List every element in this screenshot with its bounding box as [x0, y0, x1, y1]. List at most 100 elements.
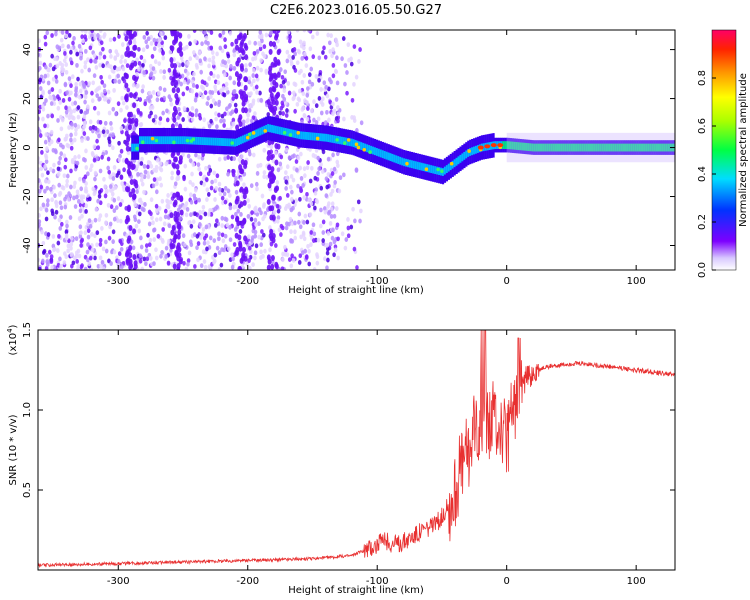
noise-speck: [297, 88, 302, 94]
noise-speck: [104, 212, 109, 218]
noise-speck: [112, 249, 117, 255]
noise-speck: [125, 105, 129, 110]
noise-speck: [251, 73, 256, 78]
streak-speck: [133, 263, 138, 270]
noise-speck: [88, 167, 93, 173]
noise-speck: [45, 259, 49, 265]
noise-speck: [43, 41, 48, 47]
noise-speck: [63, 136, 68, 142]
noise-speck: [43, 164, 47, 169]
noise-speck: [49, 254, 54, 260]
band-hotspot: [251, 131, 256, 135]
noise-speck: [204, 233, 209, 239]
noise-speck: [107, 139, 112, 145]
noise-speck: [61, 185, 66, 191]
noise-speck: [43, 34, 48, 40]
noise-speck: [336, 105, 340, 110]
noise-speck: [190, 106, 195, 111]
streak-speck: [266, 264, 271, 270]
noise-speck: [145, 30, 149, 36]
noise-speck: [97, 217, 102, 222]
band-core: [410, 160, 414, 169]
noise-speck: [83, 230, 88, 236]
noise-speck: [47, 89, 52, 95]
noise-speck: [188, 239, 193, 245]
noise-speck: [218, 191, 223, 197]
noise-speck: [65, 173, 70, 179]
band-core: [304, 131, 307, 140]
band-core: [453, 159, 456, 168]
band-core: [443, 166, 447, 175]
band-core: [562, 143, 565, 152]
noise-speck: [258, 46, 263, 52]
noise-speck: [160, 237, 165, 243]
noise-speck: [155, 181, 159, 187]
noise-speck: [71, 260, 76, 266]
noise-speck: [78, 88, 83, 94]
noise-speck: [78, 81, 83, 87]
noise-speck: [63, 81, 68, 87]
noise-speck: [311, 34, 315, 40]
noise-speck: [189, 223, 194, 229]
noise-speck: [81, 194, 86, 200]
noise-speck: [203, 90, 208, 96]
band-core: [403, 158, 406, 167]
noise-speck: [72, 137, 77, 143]
noise-speck: [106, 89, 111, 95]
band-core: [294, 130, 297, 139]
noise-speck: [197, 112, 202, 118]
noise-speck: [259, 242, 264, 248]
band-core: [292, 129, 295, 138]
noise-speck: [147, 98, 152, 103]
noise-speck: [56, 240, 61, 246]
noise-speck: [60, 68, 65, 74]
noise-speck: [216, 80, 221, 86]
band-core: [544, 143, 548, 152]
noise-speck: [64, 105, 68, 111]
noise-speck: [142, 189, 146, 195]
band-hotspot: [343, 141, 347, 145]
noise-speck: [186, 60, 190, 66]
noise-speck: [223, 111, 227, 117]
noise-speck: [70, 121, 74, 127]
noise-speck: [247, 40, 252, 46]
noise-speck: [326, 257, 330, 263]
noise-speck: [215, 245, 220, 251]
streak-speck: [128, 111, 133, 118]
noise-speck: [193, 264, 197, 269]
streak-speck: [235, 60, 240, 67]
noise-speck: [51, 76, 56, 82]
noise-speck: [203, 56, 207, 62]
noise-speck: [290, 189, 294, 195]
noise-speck: [74, 250, 79, 256]
noise-speck: [138, 197, 143, 203]
noise-speck: [109, 126, 114, 131]
band-core: [306, 132, 309, 140]
noise-speck: [316, 237, 321, 243]
noise-speck: [90, 30, 94, 34]
noise-speck: [84, 148, 88, 154]
noise-speck: [309, 242, 313, 248]
noise-speck: [199, 69, 204, 75]
band-hotspot: [449, 161, 454, 166]
band-core: [476, 145, 480, 153]
noise-speck: [143, 101, 147, 107]
noise-speck: [152, 227, 156, 233]
streak-speck: [270, 166, 275, 173]
noise-speck: [201, 204, 206, 210]
noise-speck: [247, 103, 252, 109]
noise-speck: [277, 227, 282, 233]
noise-speck: [136, 107, 140, 113]
band-core: [152, 136, 155, 145]
noise-speck: [87, 218, 92, 223]
streak-speck: [127, 117, 132, 124]
noise-speck: [292, 90, 296, 96]
noise-speck: [65, 30, 69, 35]
streak-speck: [173, 156, 178, 163]
noise-speck: [168, 49, 173, 55]
noise-speck: [306, 160, 310, 165]
noise-speck: [69, 252, 74, 257]
noise-speck: [132, 126, 137, 132]
band-core: [645, 143, 649, 152]
noise-speck: [199, 215, 203, 220]
